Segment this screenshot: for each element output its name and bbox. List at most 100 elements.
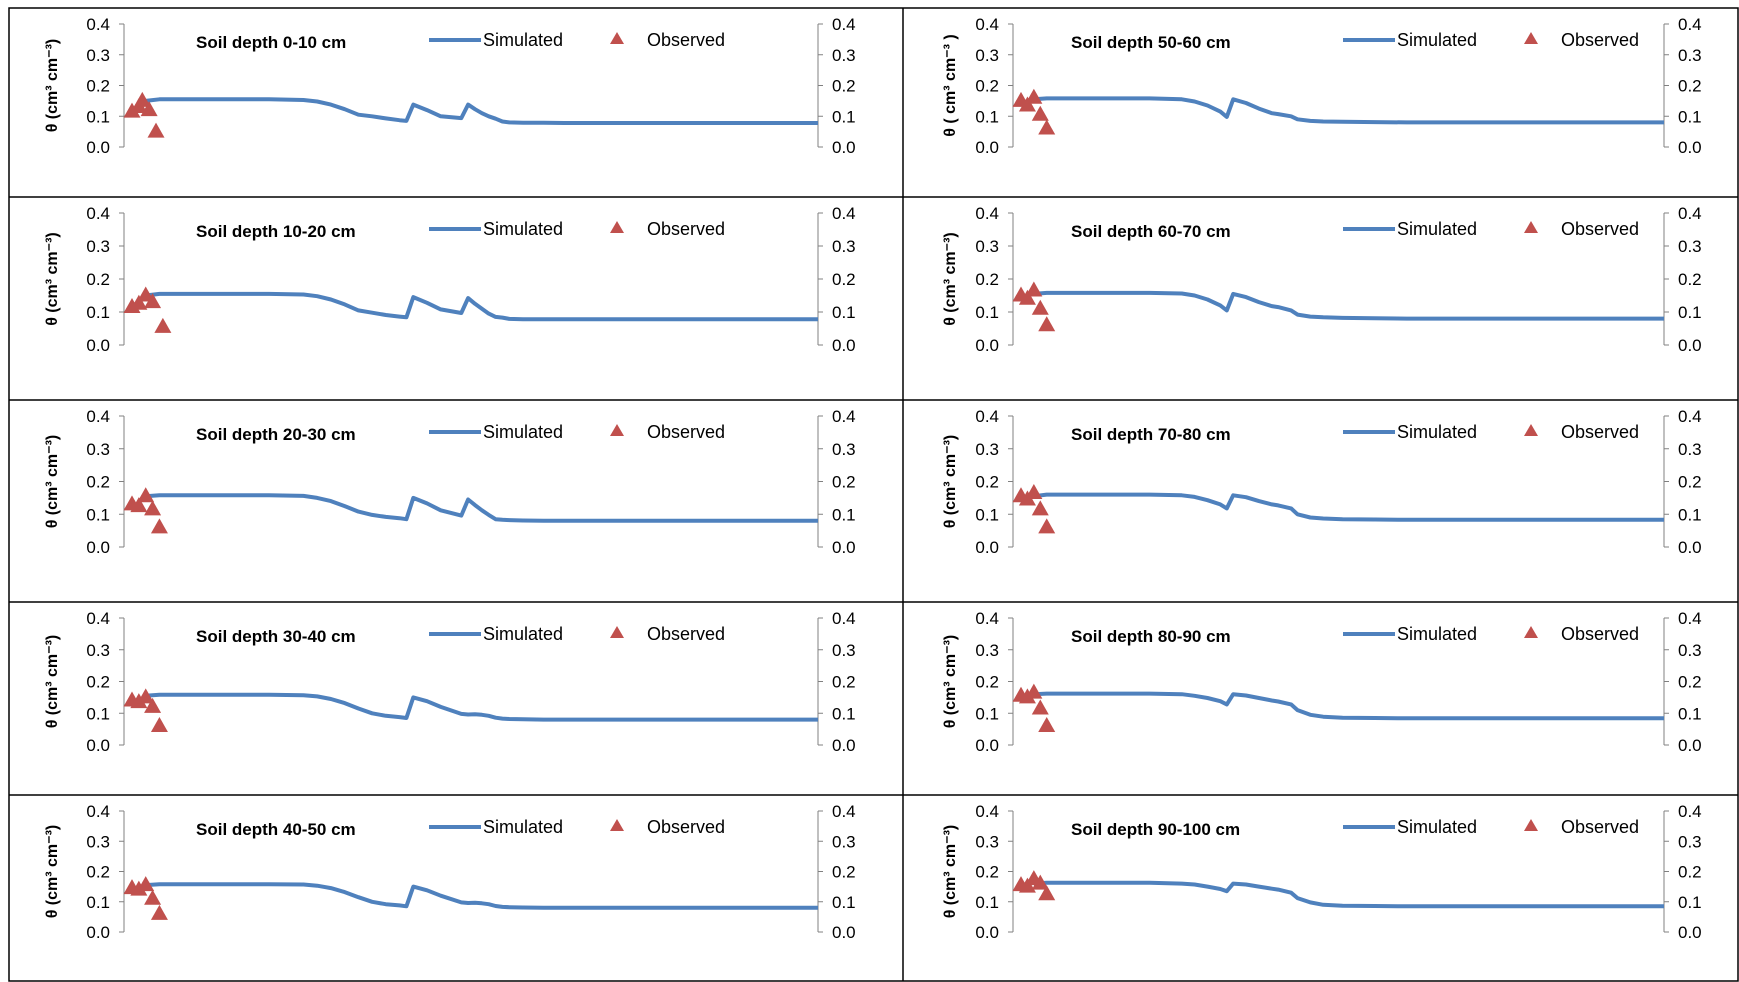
y-tick-label-left: 0.1: [86, 303, 110, 322]
y-axis-label: θ (cm³ cm⁻³): [44, 825, 61, 919]
figure-frame: [8, 7, 1739, 982]
y-tick-label-left: 0.0: [86, 336, 110, 355]
y-tick-label-left: 0.2: [975, 270, 999, 289]
observed-point: [150, 904, 168, 920]
y-tick-label-left: 0.0: [975, 336, 999, 355]
legend-observed-label: Observed: [1561, 30, 1639, 50]
legend-observed-label: Observed: [647, 624, 725, 644]
y-tick-label-left: 0.4: [975, 609, 999, 628]
y-tick-label-left: 0.1: [975, 107, 999, 126]
y-tick-label-right: 0.4: [1678, 407, 1702, 426]
y-tick-label-left: 0.3: [975, 832, 999, 851]
observed-point: [137, 876, 155, 892]
y-axis-label: θ (cm³ cm⁻³): [942, 825, 959, 919]
legend-observed-label: Observed: [647, 30, 725, 50]
y-tick-label-left: 0.0: [86, 538, 110, 557]
observed-point: [137, 688, 155, 704]
observed-point: [130, 294, 148, 310]
y-tick-label-right: 0.4: [832, 407, 856, 426]
observed-point: [1025, 281, 1043, 297]
legend-observed-label: Observed: [647, 422, 725, 442]
y-tick-label-left: 0.3: [975, 237, 999, 256]
y-tick-label-right: 0.1: [1678, 505, 1702, 524]
y-tick-label-right: 0.4: [832, 15, 856, 34]
panel-title: Soil depth 80-90 cm: [1071, 627, 1231, 646]
legend-observed-marker: [1524, 424, 1538, 436]
observed-point: [144, 697, 162, 713]
y-tick-label-left: 0.1: [975, 303, 999, 322]
y-tick-label-right: 0.0: [832, 138, 856, 157]
series-simulated-line: [1033, 96, 1664, 125]
legend-observed-label: Observed: [647, 817, 725, 837]
y-tick-label-left: 0.1: [86, 505, 110, 524]
y-tick-label-right: 0.0: [1678, 538, 1702, 557]
y-tick-label-right: 0.0: [1678, 736, 1702, 755]
y-tick-label-right: 0.1: [1678, 303, 1702, 322]
y-tick-label-right: 0.4: [1678, 204, 1702, 223]
panel-title: Soil depth 90-100 cm: [1071, 820, 1240, 839]
y-axis-label: θ (cm³ cm⁻³): [942, 435, 959, 529]
y-tick-label-right: 0.3: [832, 237, 856, 256]
y-tick-label-left: 0.3: [86, 46, 110, 65]
y-tick-label-right: 0.2: [1678, 473, 1702, 492]
observed-point: [1031, 699, 1049, 715]
observed-point: [144, 500, 162, 516]
observed-point: [150, 518, 168, 534]
y-tick-label-right: 0.1: [832, 704, 856, 723]
panel-title: Soil depth 60-70 cm: [1071, 222, 1231, 241]
y-tick-label-right: 0.2: [1678, 77, 1702, 96]
y-tick-label-right: 0.3: [1678, 641, 1702, 660]
panel-title: Soil depth 0-10 cm: [196, 33, 346, 52]
y-tick-label-right: 0.4: [832, 802, 856, 821]
legend-observed-label: Observed: [1561, 817, 1639, 837]
series-simulated-line: [1033, 290, 1664, 321]
y-tick-label-right: 0.4: [832, 609, 856, 628]
panel-title: Soil depth 20-30 cm: [196, 425, 356, 444]
legend-observed-label: Observed: [1561, 219, 1639, 239]
y-axis-label: θ ( cm³ cm⁻³ ): [942, 34, 959, 136]
y-tick-label-left: 0.0: [975, 923, 999, 942]
observed-point: [130, 497, 148, 513]
legend-observed-label: Observed: [1561, 422, 1639, 442]
legend-observed-marker: [610, 32, 624, 44]
y-tick-label-right: 0.3: [832, 46, 856, 65]
legend-observed-marker: [610, 819, 624, 831]
observed-point: [140, 101, 158, 117]
observed-point: [1025, 483, 1043, 499]
observed-point: [1031, 299, 1049, 315]
y-axis-label: θ (cm³ cm⁻³): [942, 232, 959, 326]
panel-title: Soil depth 70-80 cm: [1071, 425, 1231, 444]
legend-observed-marker: [610, 424, 624, 436]
y-tick-label-left: 0.0: [975, 538, 999, 557]
y-tick-label-left: 0.2: [86, 673, 110, 692]
panel-title: Soil depth 50-60 cm: [1071, 33, 1231, 52]
legend-observed-label: Observed: [1561, 624, 1639, 644]
y-tick-label-left: 0.2: [86, 270, 110, 289]
observed-point: [1038, 119, 1056, 135]
observed-point: [154, 317, 172, 333]
y-tick-label-right: 0.3: [1678, 237, 1702, 256]
y-tick-label-right: 0.4: [1678, 15, 1702, 34]
observed-point: [144, 889, 162, 905]
legend-simulated-label: Simulated: [1397, 624, 1477, 644]
legend-observed-marker: [1524, 32, 1538, 44]
y-tick-label-left: 0.2: [86, 77, 110, 96]
y-tick-label-left: 0.0: [86, 923, 110, 942]
y-tick-label-right: 0.1: [1678, 704, 1702, 723]
y-tick-label-left: 0.2: [86, 473, 110, 492]
y-tick-label-right: 0.0: [832, 538, 856, 557]
series-simulated-line: [145, 493, 818, 523]
y-tick-label-left: 0.2: [975, 473, 999, 492]
y-axis-label: θ (cm³ cm⁻³): [44, 635, 61, 729]
legend-observed-marker: [610, 221, 624, 233]
y-axis-label: θ (cm³ cm⁻³): [44, 39, 61, 133]
observed-point: [1025, 88, 1043, 104]
y-tick-label-left: 0.2: [975, 673, 999, 692]
y-tick-label-right: 0.0: [832, 923, 856, 942]
y-tick-label-left: 0.4: [86, 15, 110, 34]
y-axis-label: θ (cm³ cm⁻³): [942, 635, 959, 729]
y-tick-label-left: 0.4: [975, 15, 999, 34]
observed-point: [1031, 105, 1049, 121]
y-tick-label-right: 0.1: [1678, 107, 1702, 126]
y-tick-label-left: 0.3: [86, 641, 110, 660]
